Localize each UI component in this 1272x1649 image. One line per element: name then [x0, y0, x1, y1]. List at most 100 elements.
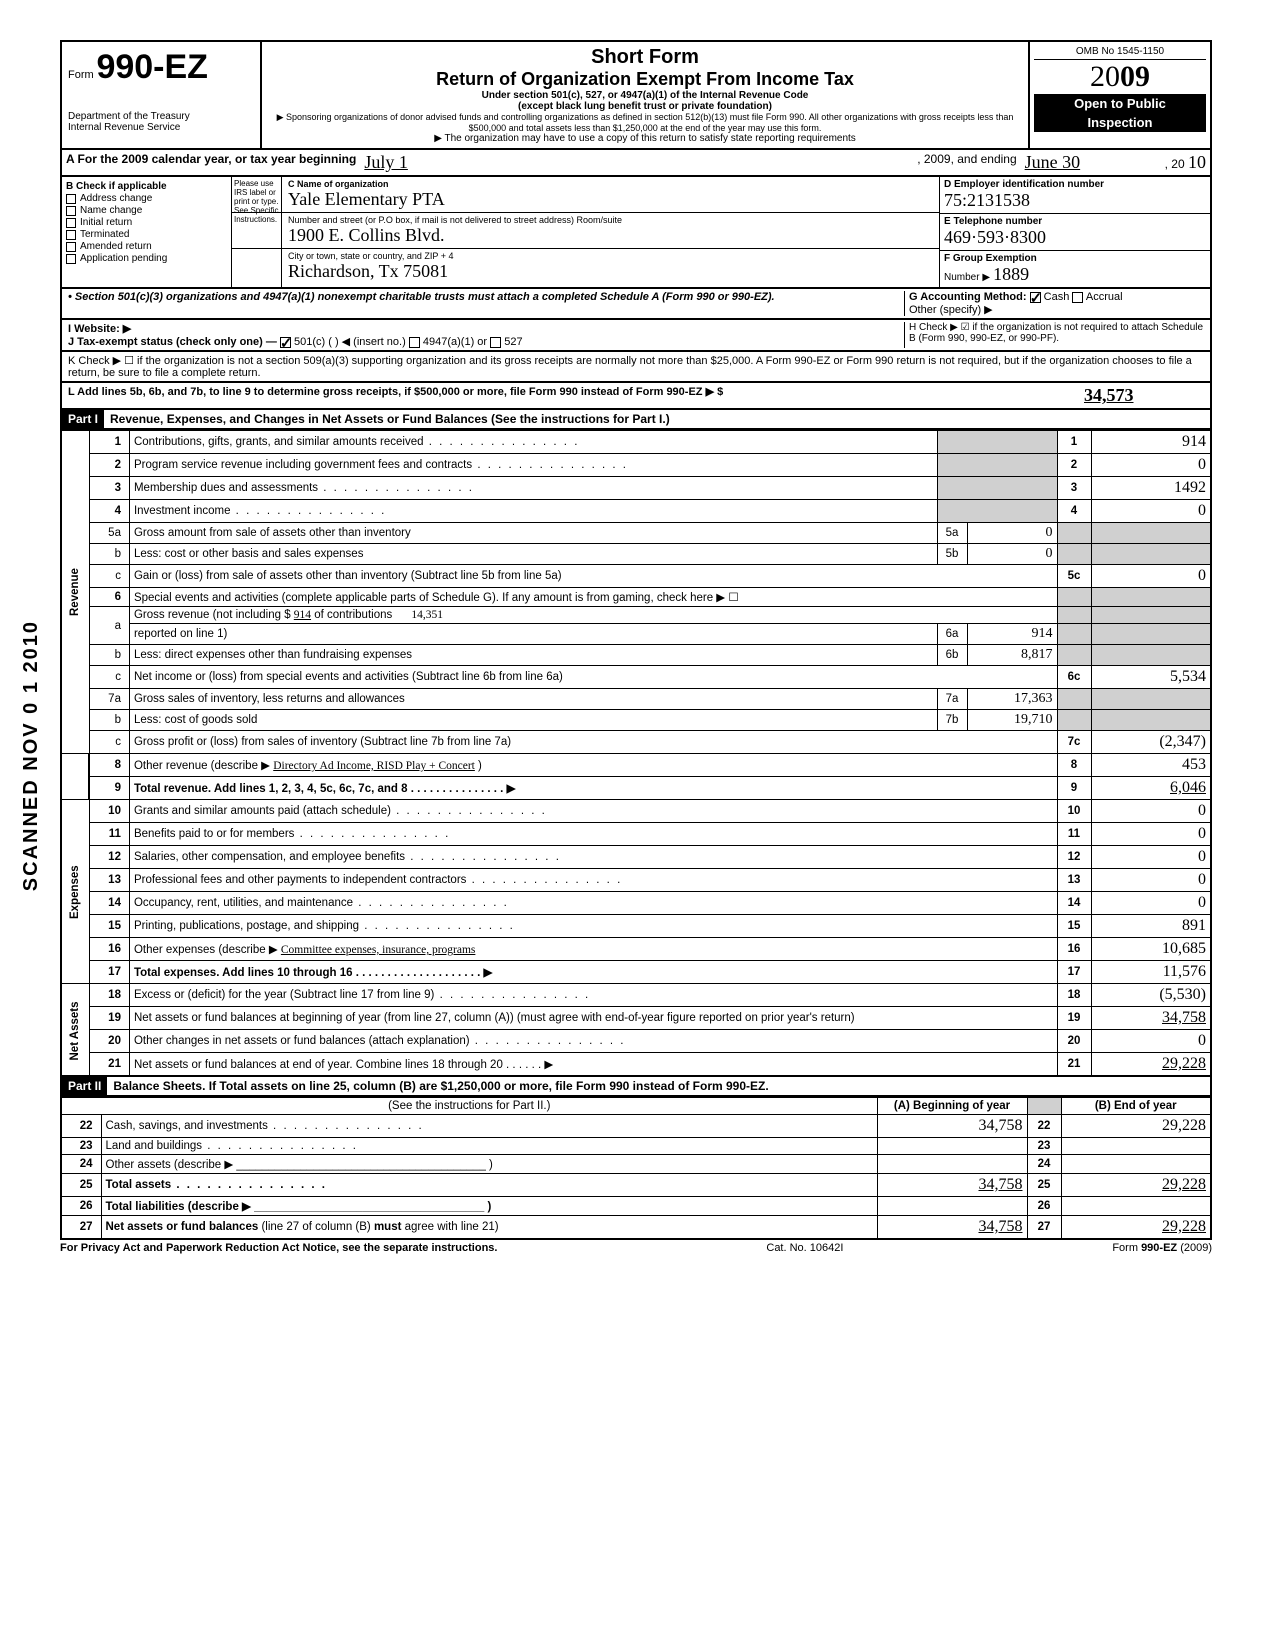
l17-desc: Total expenses. Add lines 10 through 16 …: [129, 961, 1057, 984]
phone: 469·593·8300: [944, 227, 1206, 248]
l6c-amt: 5,534: [1091, 666, 1211, 689]
part2-header: Part II Balance Sheets. If Total assets …: [60, 1077, 1212, 1097]
sub2: (except black lung benefit trust or priv…: [270, 101, 1020, 112]
l4-amt: 0: [1091, 500, 1211, 523]
l16-desc: Other expenses (describe ▶ Committee exp…: [129, 938, 1057, 961]
part2-see: (See the instructions for Part II.): [61, 1098, 877, 1115]
l20-amt: 0: [1091, 1030, 1211, 1053]
l11-desc: Benefits paid to or for members: [129, 823, 1057, 846]
side-netassets: Net Assets: [61, 984, 89, 1077]
sub3: ▶ Sponsoring organizations of donor advi…: [270, 112, 1020, 133]
l7b-desc: Less: cost of goods sold: [129, 710, 937, 731]
h-check: H Check ▶ ☑ if the organization is not r…: [904, 322, 1204, 348]
l5c-desc: Gain or (loss) from sale of assets other…: [129, 565, 1057, 588]
l8-amt: 453: [1091, 754, 1211, 777]
g-label: G Accounting Method: Cash Accrual: [909, 291, 1204, 303]
chk-527[interactable]: [490, 337, 501, 348]
form-number: 990-EZ: [96, 48, 208, 86]
l15-desc: Printing, publications, postage, and shi…: [129, 915, 1057, 938]
org-name: Yale Elementary PTA: [288, 189, 935, 210]
l10-amt: 0: [1091, 800, 1211, 823]
chk-501c[interactable]: [280, 337, 291, 348]
c-addr-label: Number and street (or P.O box, if mail i…: [288, 215, 935, 225]
l17-amt: 11,576: [1091, 961, 1211, 984]
chk-name[interactable]: Name change: [66, 205, 227, 216]
tax-year: 2009: [1034, 60, 1206, 94]
chk-address[interactable]: Address change: [66, 193, 227, 204]
l-amount: 34,573: [1084, 385, 1204, 406]
l-line: L Add lines 5b, 6b, and 7b, to line 9 to…: [60, 383, 1212, 410]
l13-amt: 0: [1091, 869, 1211, 892]
l5a-amt: 0: [967, 523, 1057, 544]
part1-label: Part I: [62, 410, 104, 428]
l5a-desc: Gross amount from sale of assets other t…: [129, 523, 937, 544]
l6b-desc: Less: direct expenses other than fundrai…: [129, 645, 937, 666]
bs23-b: [1061, 1138, 1211, 1155]
c-name-label: C Name of organization: [288, 179, 935, 189]
bs25-a: 34,758: [877, 1174, 1027, 1197]
chk-terminated[interactable]: Terminated: [66, 229, 227, 240]
open-public: Open to Public: [1034, 94, 1206, 113]
l1-amt: 914: [1091, 431, 1211, 454]
block-bcdef: B Check if applicable Address change Nam…: [60, 177, 1212, 289]
bs24-desc: Other assets (describe ▶ _______________…: [101, 1155, 877, 1174]
l18-desc: Excess or (deficit) for the year (Subtra…: [129, 984, 1057, 1007]
bs22-a: 34,758: [877, 1115, 1027, 1138]
col-a-hdr: (A) Beginning of year: [877, 1098, 1027, 1115]
side-expenses: Expenses: [61, 800, 89, 984]
chk-4947[interactable]: [409, 337, 420, 348]
l2-amt: 0: [1091, 454, 1211, 477]
ein: 75:2131538: [944, 190, 1206, 211]
l15-amt: 891: [1091, 915, 1211, 938]
g-other: Other (specify) ▶: [909, 303, 1204, 316]
chk-amended[interactable]: Amended return: [66, 241, 227, 252]
part1-title: Revenue, Expenses, and Changes in Net As…: [104, 410, 1210, 428]
chk-initial[interactable]: Initial return: [66, 217, 227, 228]
inspection: Inspection: [1034, 113, 1206, 132]
end-date: June 30: [1021, 150, 1161, 175]
form-prefix: Form: [68, 69, 94, 81]
l1-desc: Contributions, gifts, grants, and simila…: [129, 431, 937, 454]
l6b-amt: 8,817: [967, 645, 1057, 666]
l14-amt: 0: [1091, 892, 1211, 915]
part2-title: Balance Sheets. If Total assets on line …: [107, 1077, 1210, 1095]
part2-table: (See the instructions for Part II.) (A) …: [60, 1097, 1212, 1240]
please-label: Please use IRS label or print or type. S…: [232, 177, 282, 287]
i-website: I Website: ▶: [68, 322, 904, 335]
row-a-label: A For the 2009 calendar year, or tax yea…: [62, 150, 360, 175]
l3-desc: Membership dues and assessments: [129, 477, 937, 500]
bs26-b: [1061, 1197, 1211, 1216]
omb: OMB No 1545-1150: [1034, 46, 1206, 60]
l3-amt: 1492: [1091, 477, 1211, 500]
footer-mid: Cat. No. 10642I: [766, 1242, 843, 1254]
bs24-a: [877, 1155, 1027, 1174]
part2-label: Part II: [62, 1077, 107, 1095]
bs27-a: 34,758: [877, 1216, 1027, 1240]
chk-pending[interactable]: Application pending: [66, 253, 227, 264]
l6c-desc: Net income or (loss) from special events…: [129, 666, 1057, 689]
l6a-desc: Gross revenue (not including $ 914 of co…: [129, 607, 1057, 624]
irs: Internal Revenue Service: [68, 122, 254, 133]
bs27-b: 29,228: [1061, 1216, 1211, 1240]
sec501: • Section 501(c)(3) organizations and 49…: [68, 291, 904, 316]
l21-desc: Net assets or fund balances at end of ye…: [129, 1053, 1057, 1077]
l7a-amt: 17,363: [967, 689, 1057, 710]
l13-desc: Professional fees and other payments to …: [129, 869, 1057, 892]
footer-left: For Privacy Act and Paperwork Reduction …: [60, 1242, 497, 1254]
short-form: Short Form: [270, 46, 1020, 69]
l10-desc: Grants and similar amounts paid (attach …: [129, 800, 1057, 823]
l2-desc: Program service revenue including govern…: [129, 454, 937, 477]
j-status: J Tax-exempt status (check only one) — 5…: [68, 335, 904, 348]
form-header: Form 990-EZ Department of the Treasury I…: [60, 40, 1212, 150]
footer-right: Form 990-EZ (2009): [1112, 1242, 1212, 1254]
footer: For Privacy Act and Paperwork Reduction …: [60, 1242, 1212, 1254]
f-num-label: Number ▶: [944, 272, 990, 283]
chk-cash[interactable]: [1030, 292, 1041, 303]
chk-accrual[interactable]: [1072, 292, 1083, 303]
c-city-label: City or town, state or country, and ZIP …: [288, 251, 935, 261]
group-exemption: 1889: [993, 264, 1029, 284]
row-a: A For the 2009 calendar year, or tax yea…: [60, 150, 1212, 177]
l5c-amt: 0: [1091, 565, 1211, 588]
col-b-hdr: (B) End of year: [1061, 1098, 1211, 1115]
row-a-mid: , 2009, and ending: [913, 150, 1020, 175]
